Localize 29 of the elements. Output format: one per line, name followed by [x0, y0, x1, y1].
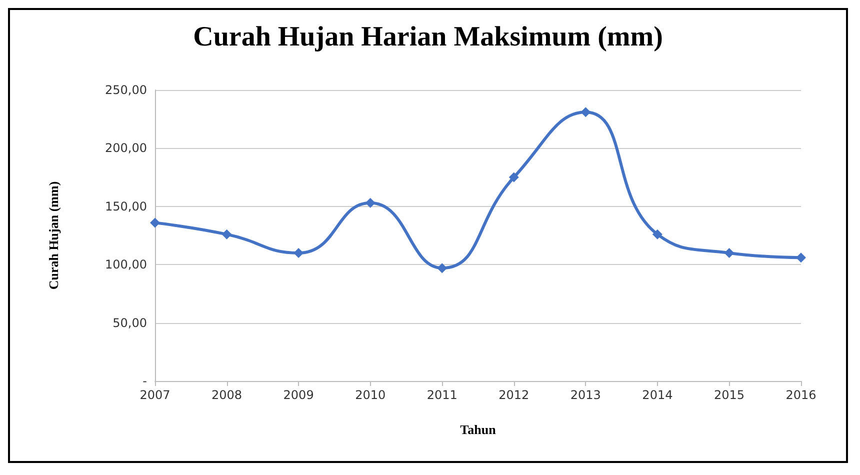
x-tick-label: 2007 — [140, 388, 170, 402]
point — [508, 172, 519, 182]
x-tick-label: 2013 — [570, 388, 601, 402]
x-axis-title: Tahun — [460, 422, 497, 437]
y-axis-title: Curah Hujan (mm) — [46, 181, 61, 290]
x-tick-label: 2011 — [426, 388, 458, 402]
y-tick-label: 50,00 — [112, 316, 147, 330]
point — [365, 198, 376, 208]
chart-title: Curah Hujan Harian Maksimum (mm) — [193, 22, 663, 52]
x-tick-label: 2012 — [498, 388, 530, 402]
x-tick-label: 2008 — [212, 388, 242, 402]
point — [437, 263, 448, 274]
x-tick-label: 2015 — [714, 388, 744, 402]
y-tick-label: 150,00 — [105, 199, 147, 214]
x-tick-label: 2009 — [283, 388, 314, 402]
point — [580, 107, 591, 118]
x-tick-label: 2014 — [642, 388, 673, 402]
point — [796, 252, 806, 263]
point — [724, 248, 734, 258]
x-tick-label: 2010 — [355, 388, 386, 402]
y-tick-label: - — [142, 374, 147, 388]
point — [150, 218, 160, 228]
y-tick-label: 100,00 — [105, 258, 147, 272]
point — [222, 229, 232, 240]
y-tick-label: 200,00 — [105, 141, 147, 156]
x-tick-label: 2016 — [786, 388, 816, 402]
point — [294, 248, 304, 258]
point — [652, 229, 662, 240]
y-tick-label: 250,00 — [105, 83, 147, 97]
